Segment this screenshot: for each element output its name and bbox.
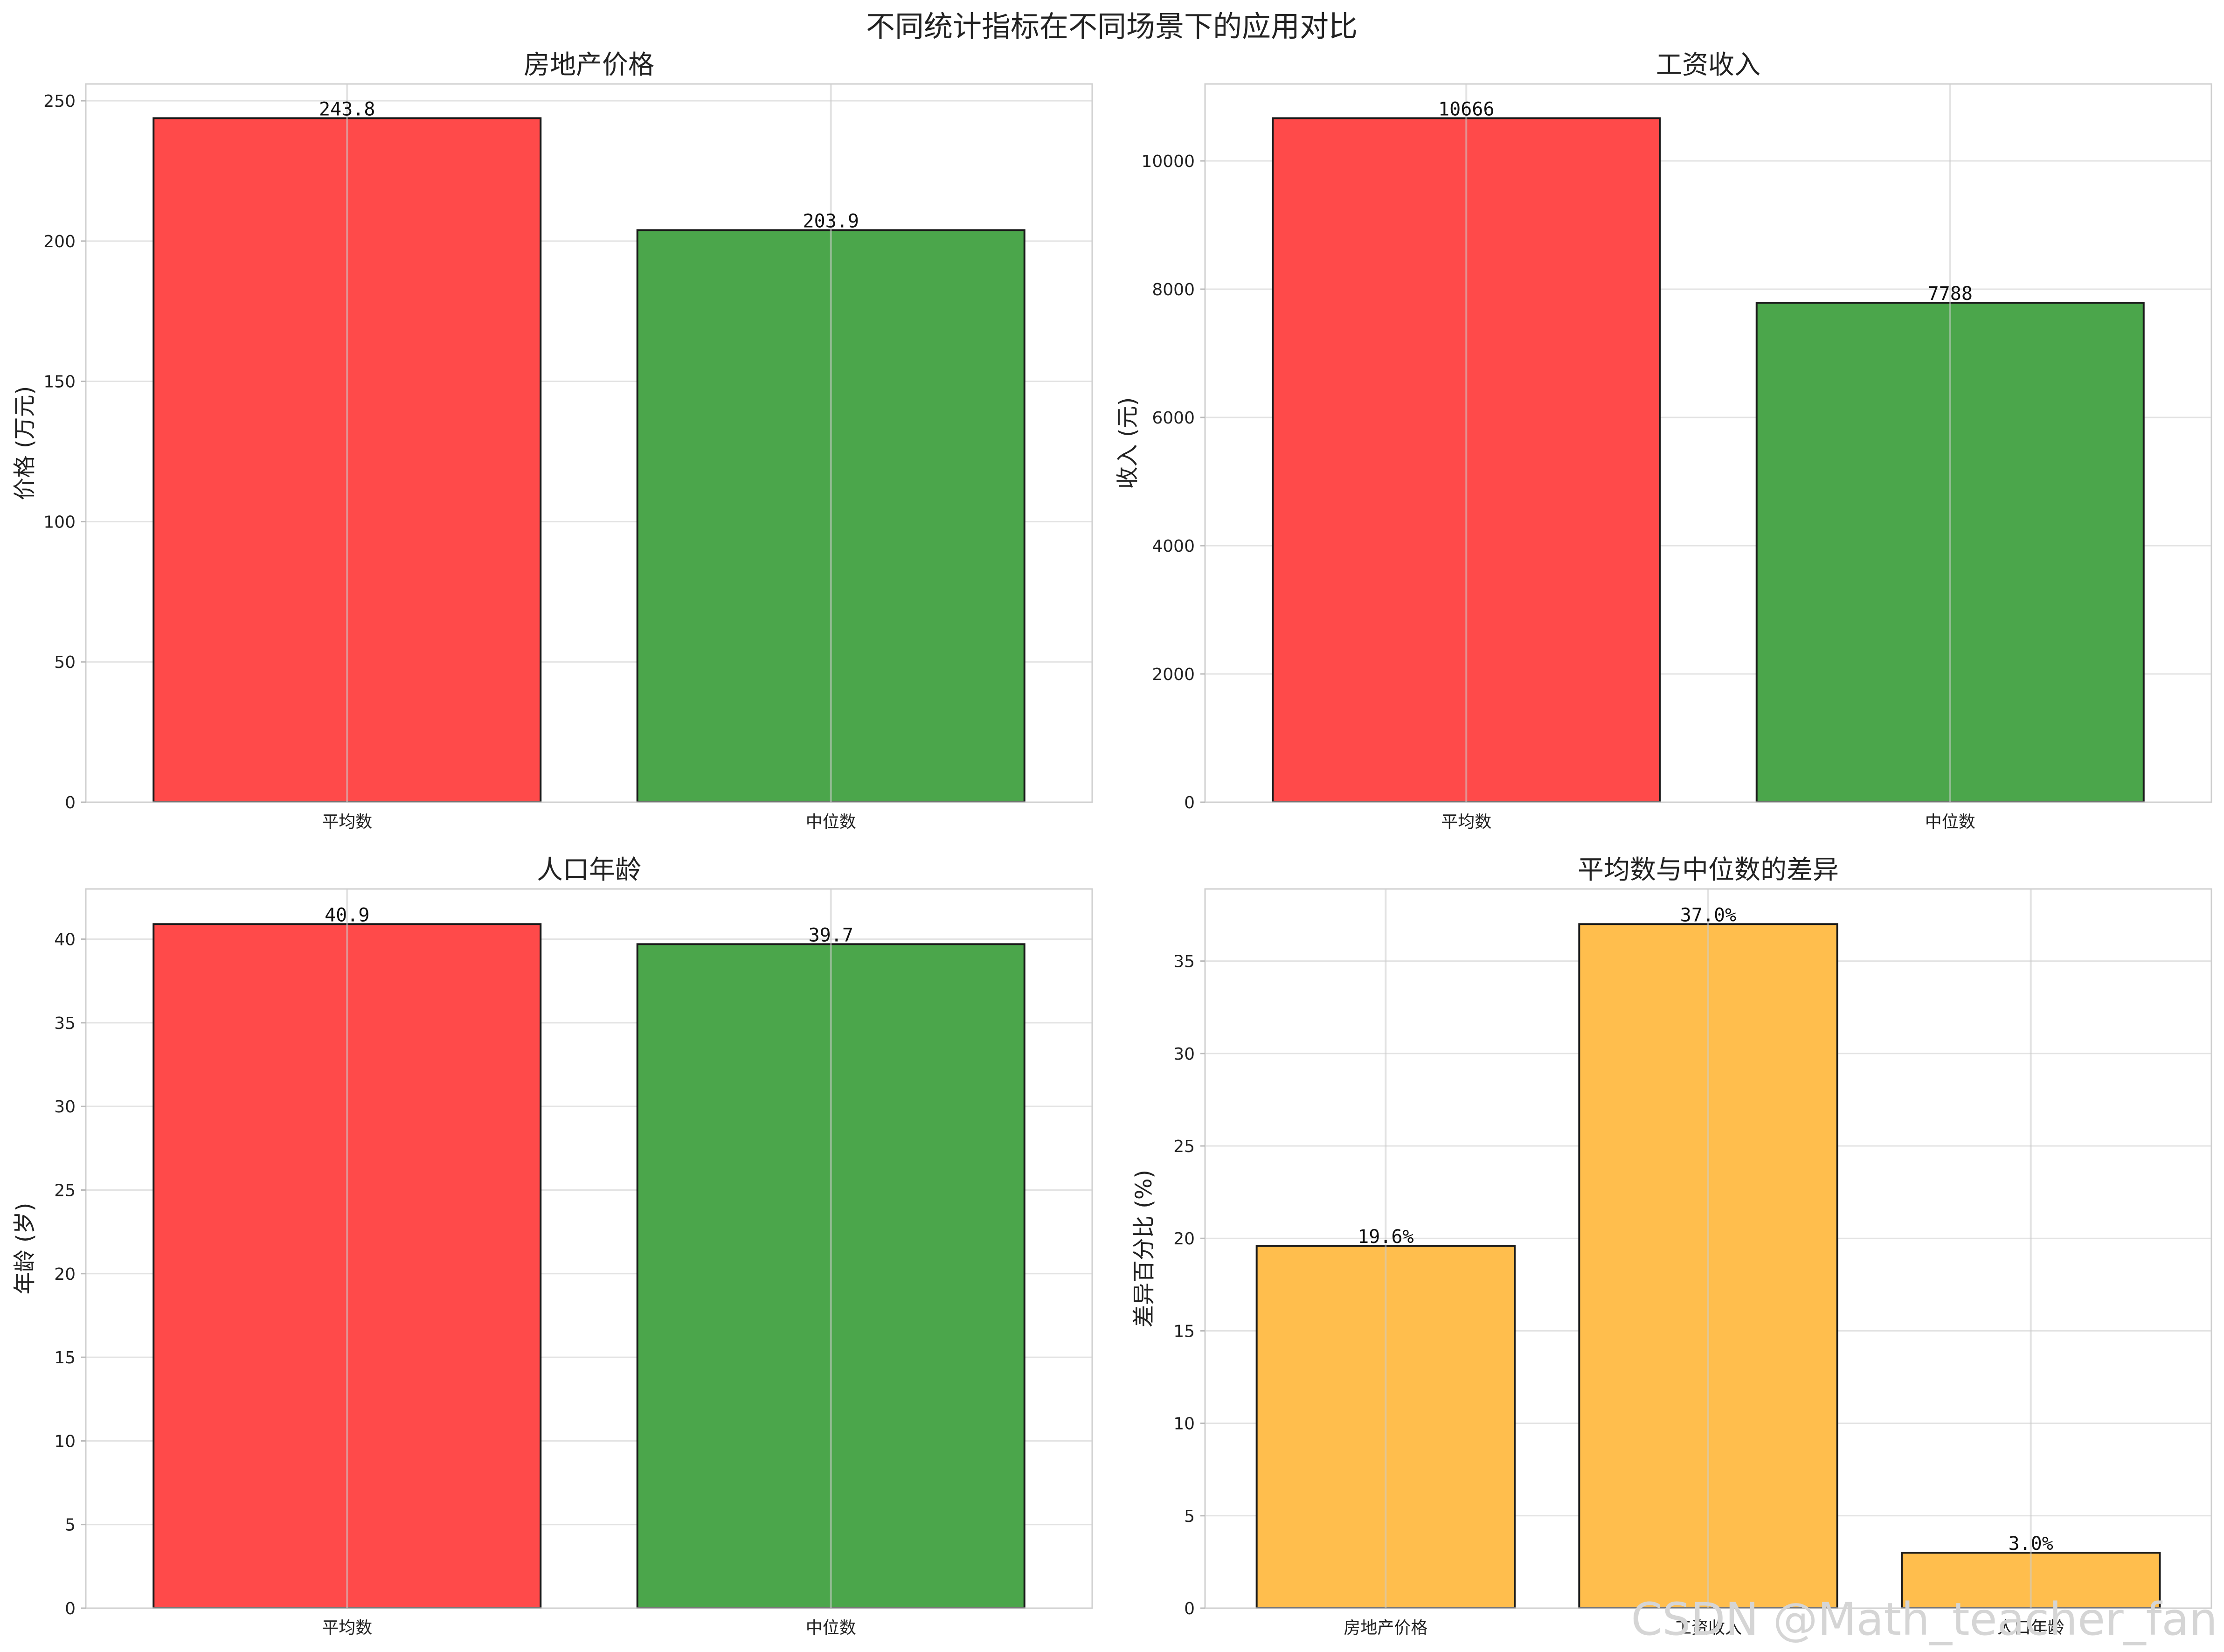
data-label: 10666 <box>1438 98 1494 120</box>
y-tick-label: 0 <box>1184 1599 1195 1618</box>
data-label: 40.9 <box>325 904 369 926</box>
y-tick-label: 200 <box>43 232 76 251</box>
data-label: 3.0% <box>2009 1533 2053 1555</box>
axes-frame <box>85 83 1093 803</box>
data-label: 19.6% <box>1358 1226 1413 1248</box>
y-tick-label: 0 <box>1184 793 1195 812</box>
y-tick-label: 4000 <box>1152 537 1195 556</box>
subplot-title: 房地产价格 <box>524 50 654 80</box>
x-tick-label: 中位数 <box>806 1618 856 1638</box>
y-tick-label: 20 <box>1173 1229 1195 1249</box>
subplot-title: 人口年龄 <box>537 855 641 885</box>
y-tick-label: 100 <box>43 513 76 532</box>
y-tick-label: 250 <box>43 92 76 111</box>
x-tick-label: 平均数 <box>322 812 372 832</box>
data-label: 203.9 <box>803 210 859 232</box>
data-label: 243.8 <box>319 98 375 120</box>
y-tick-label: 35 <box>1173 952 1195 972</box>
y-axis-label: 年龄 (岁) <box>12 1203 38 1295</box>
subplot-title: 工资收入 <box>1656 50 1760 80</box>
y-tick-label: 25 <box>1173 1137 1195 1156</box>
subplot-4: 19.6% 37.0% 3.0% 0 5 10 15 20 25 30 35 房地产价格 工资收入 人口年… <box>1131 855 2212 1638</box>
y-tick-label: 50 <box>54 653 76 672</box>
x-tick-label: 中位数 <box>806 812 856 832</box>
y-tick-label: 35 <box>54 1014 76 1033</box>
data-label: 37.0% <box>1680 904 1736 926</box>
watermark: CSDN @Math_teacher_fan <box>1631 1593 2217 1645</box>
axes-frame <box>1204 888 2212 1609</box>
y-tick-label: 0 <box>65 793 76 812</box>
subplot-2: 10666 7788 0 2000 4000 6000 8000 10000 平均数 中位数 工资收… <box>1115 50 2212 832</box>
y-tick-label: 20 <box>54 1265 76 1284</box>
y-tick-label: 5 <box>1184 1507 1195 1526</box>
axes-frame <box>85 888 1093 1609</box>
y-tick-label: 10000 <box>1141 152 1195 171</box>
y-tick-label: 30 <box>54 1097 76 1117</box>
y-tick-label: 30 <box>1173 1045 1195 1064</box>
y-tick-label: 150 <box>43 373 76 392</box>
y-tick-label: 2000 <box>1152 665 1195 684</box>
figure-title: 不同统计指标在不同场景下的应用对比 <box>866 9 1358 43</box>
axes-frame <box>1204 83 2212 803</box>
y-tick-label: 40 <box>54 930 76 950</box>
x-tick-label: 工资收入 <box>1675 1618 1742 1638</box>
y-axis-label: 价格 (万元) <box>12 386 38 500</box>
y-tick-label: 15 <box>1173 1322 1195 1341</box>
x-tick-label: 人口年龄 <box>1997 1618 2065 1638</box>
y-tick-label: 6000 <box>1152 409 1195 428</box>
data-label: 39.7 <box>809 924 853 946</box>
x-tick-label: 中位数 <box>1925 812 1975 832</box>
x-tick-label: 房地产价格 <box>1344 1618 1427 1638</box>
y-tick-label: 10 <box>1173 1415 1195 1434</box>
y-axis-label: 差异百分比 (%) <box>1131 1170 1157 1327</box>
y-tick-label: 10 <box>54 1432 76 1451</box>
x-tick-label: 平均数 <box>322 1618 372 1638</box>
y-tick-label: 5 <box>65 1516 76 1535</box>
y-tick-label: 25 <box>54 1181 76 1200</box>
x-tick-label: 平均数 <box>1441 812 1491 832</box>
y-axis-label: 收入 (元) <box>1115 397 1141 489</box>
y-tick-label: 0 <box>65 1599 76 1618</box>
subplot-title: 平均数与中位数的差异 <box>1578 855 1839 885</box>
y-tick-label: 8000 <box>1152 280 1195 299</box>
data-label: 7788 <box>1928 283 1973 305</box>
y-tick-label: 15 <box>54 1348 76 1367</box>
